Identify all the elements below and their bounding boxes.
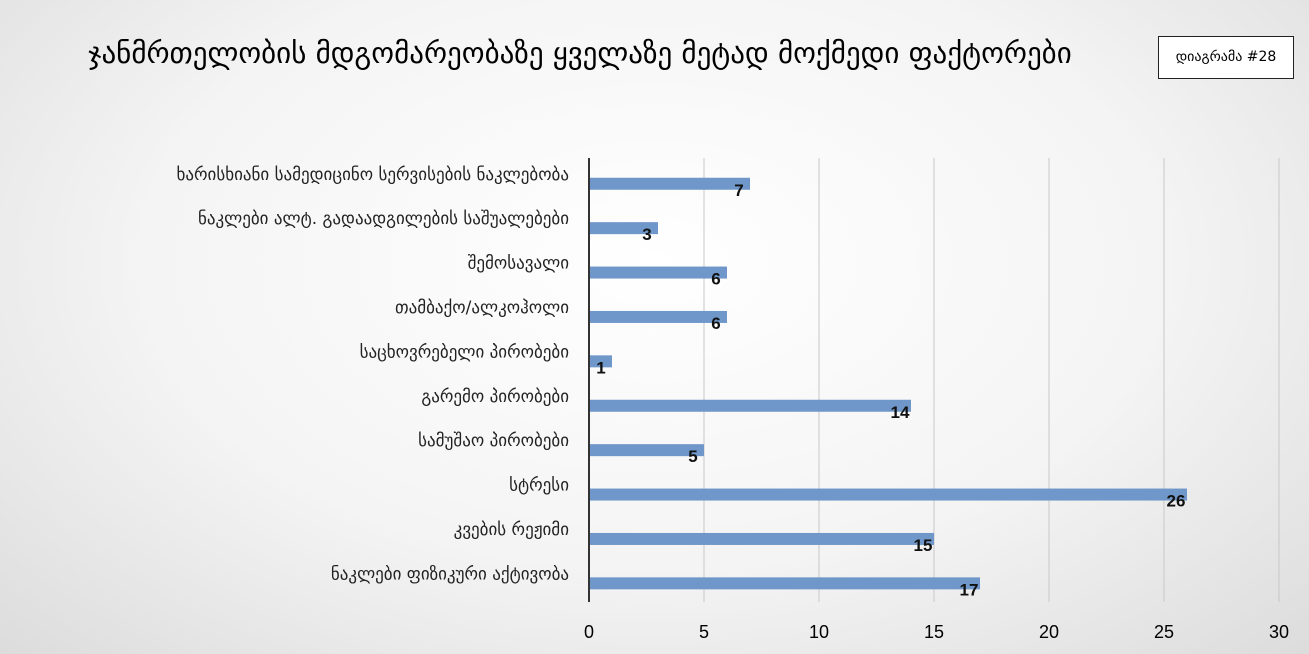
bar-4 — [589, 355, 612, 368]
x-tick-label-2: 10 — [809, 622, 829, 642]
bar-6 — [589, 444, 704, 457]
data-label-4: 1 — [596, 358, 605, 377]
bar-5 — [589, 399, 911, 412]
bar-1 — [589, 222, 658, 235]
bar-8 — [589, 532, 934, 545]
bar-2 — [589, 266, 727, 279]
bar-0 — [589, 177, 750, 190]
data-label-9: 17 — [960, 580, 979, 599]
category-label-3: თამბაქო/ალკოჰოლი — [395, 298, 569, 318]
category-label-9: ნაკლები ფიზიკური აქტივობა — [331, 564, 569, 584]
diagram-number-badge: დიაგრამა #28 — [1158, 36, 1294, 79]
chart-title: ჯანმრთელობის მდგომარეობაზე ყველაზე მეტად… — [88, 36, 1072, 70]
data-label-2: 6 — [711, 270, 720, 289]
data-label-0: 7 — [734, 181, 743, 200]
category-label-6: სამუშაო პირობები — [418, 431, 569, 451]
category-label-2: შემოსავალი — [468, 254, 569, 274]
data-label-1: 3 — [642, 225, 651, 244]
category-label-8: კვების რეჟიმი — [454, 520, 569, 540]
category-label-5: გარემო პირობები — [421, 387, 569, 407]
bar-3 — [589, 310, 727, 323]
category-label-0: ხარისხიანი სამედიცინო სერვისების ნაკლებო… — [177, 165, 570, 185]
data-label-5: 14 — [891, 403, 910, 422]
x-tick-label-6: 30 — [1269, 622, 1289, 642]
x-tick-label-3: 15 — [924, 622, 944, 642]
data-label-8: 15 — [914, 536, 933, 555]
x-tick-label-4: 20 — [1039, 622, 1059, 642]
data-label-7: 26 — [1167, 492, 1186, 511]
category-label-1: ნაკლები ალტ. გადაადგილების საშუალებები — [198, 209, 569, 229]
x-tick-label-0: 0 — [584, 622, 594, 642]
bar-7 — [589, 488, 1187, 501]
data-label-6: 5 — [688, 447, 697, 466]
x-tick-label-5: 25 — [1154, 622, 1174, 642]
x-tick-label-1: 5 — [699, 622, 709, 642]
bar-9 — [589, 577, 980, 590]
category-label-4: საცხოვრებელი პირობები — [360, 342, 569, 362]
data-label-3: 6 — [711, 314, 720, 333]
category-label-7: სტრესი — [509, 476, 569, 496]
